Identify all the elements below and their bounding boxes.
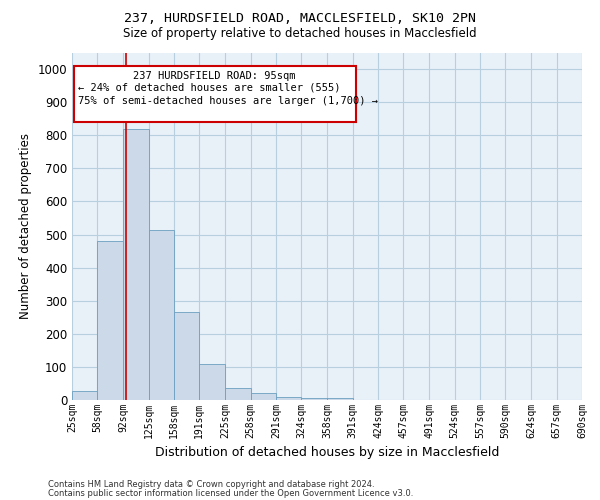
Bar (97, 241, 124, 400)
Bar (251, 394, 276, 400)
FancyBboxPatch shape (74, 66, 356, 122)
Bar (72, 390, 97, 400)
Text: 75% of semi-detached houses are larger (1,700) →: 75% of semi-detached houses are larger (… (78, 96, 378, 106)
Bar (124, 128, 149, 400)
Text: ← 24% of detached houses are smaller (555): ← 24% of detached houses are smaller (55… (78, 82, 341, 92)
Bar (276, 396, 301, 400)
Bar (149, 230, 174, 400)
Text: Contains HM Land Registry data © Crown copyright and database right 2024.: Contains HM Land Registry data © Crown c… (48, 480, 374, 489)
Bar (199, 364, 226, 400)
Y-axis label: Number of detached properties: Number of detached properties (19, 133, 32, 320)
Bar (301, 398, 328, 400)
Bar (328, 398, 353, 400)
Text: Size of property relative to detached houses in Macclesfield: Size of property relative to detached ho… (123, 28, 477, 40)
Text: 237, HURDSFIELD ROAD, MACCLESFIELD, SK10 2PN: 237, HURDSFIELD ROAD, MACCLESFIELD, SK10… (124, 12, 476, 26)
Bar (226, 388, 251, 400)
Text: 237 HURDSFIELD ROAD: 95sqm: 237 HURDSFIELD ROAD: 95sqm (133, 70, 296, 81)
X-axis label: Distribution of detached houses by size in Macclesfield: Distribution of detached houses by size … (155, 446, 499, 460)
Bar (174, 312, 199, 400)
Text: Contains public sector information licensed under the Open Government Licence v3: Contains public sector information licen… (48, 488, 413, 498)
